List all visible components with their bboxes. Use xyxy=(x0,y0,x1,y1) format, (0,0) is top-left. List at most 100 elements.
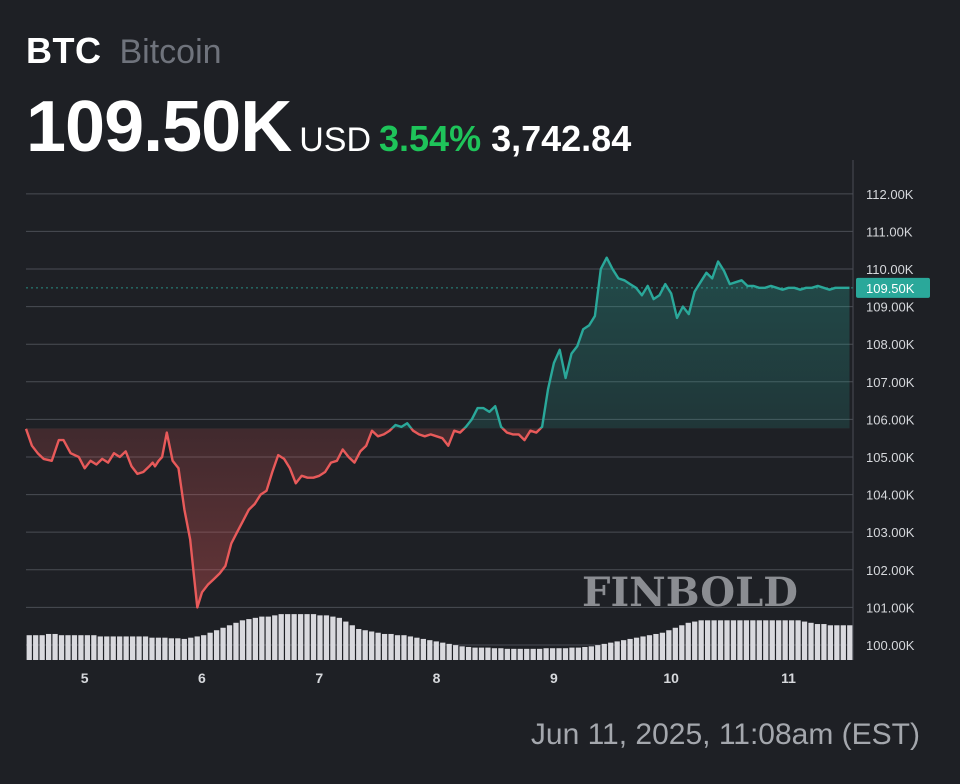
volume-bar xyxy=(491,648,498,660)
volume-bar xyxy=(472,647,478,660)
volume-bar xyxy=(795,620,801,660)
volume-bar xyxy=(414,637,420,660)
x-tick-label: 5 xyxy=(81,670,89,686)
volume-bar xyxy=(808,622,814,660)
volume-bar xyxy=(142,636,149,660)
volume-bar xyxy=(91,635,97,660)
volume-bar xyxy=(175,638,181,660)
volume-bar xyxy=(78,635,84,660)
y-tick-label: 112.00K xyxy=(866,187,914,202)
y-tick-label: 105.00K xyxy=(866,450,915,465)
volume-bar xyxy=(104,636,110,660)
volume-bar xyxy=(427,640,433,660)
volume-bar xyxy=(621,640,627,660)
y-tick-label: 100.00K xyxy=(866,638,915,653)
volume-bar xyxy=(743,620,750,660)
volume-bar xyxy=(246,619,252,660)
volume-bar xyxy=(407,636,414,660)
volume-bar xyxy=(278,614,284,660)
volume-bar xyxy=(633,637,640,660)
volume-bar xyxy=(349,625,355,660)
price-line xyxy=(24,256,850,609)
volume-bar xyxy=(65,635,71,660)
x-tick-label: 8 xyxy=(433,670,441,686)
volume-bar xyxy=(847,625,853,660)
volume-bar xyxy=(704,620,711,660)
volume-bar xyxy=(162,637,168,660)
price-line-down xyxy=(24,428,543,609)
volume-bar xyxy=(310,614,317,660)
y-tick-label: 109.00K xyxy=(866,300,915,315)
volume-bar xyxy=(685,622,691,660)
volume-bar xyxy=(33,635,39,660)
volume-bar xyxy=(26,635,32,660)
price-row: 109.50K USD 3.54% 3,742.84 xyxy=(26,86,631,168)
volume-bar xyxy=(168,638,175,660)
volume-bar xyxy=(194,636,200,660)
volume-bar xyxy=(45,633,52,660)
volume-bar xyxy=(401,635,407,660)
volume-bar xyxy=(711,620,717,660)
volume-bar xyxy=(769,620,775,660)
volume-bar xyxy=(698,620,704,660)
x-tick-label: 9 xyxy=(550,670,558,686)
volume-bar xyxy=(459,646,465,660)
volume-bar xyxy=(265,616,271,660)
volume-bar xyxy=(582,646,588,660)
volume-bar xyxy=(343,621,349,660)
volume-bar xyxy=(801,621,808,660)
area-fill-down xyxy=(26,428,541,608)
volume-bar xyxy=(356,629,362,660)
current-price-marker: 109.50K xyxy=(26,277,930,298)
volume-bar xyxy=(84,635,91,660)
volume-bar xyxy=(627,638,633,660)
volume-bar xyxy=(317,615,323,660)
volume-bar xyxy=(549,648,556,660)
volume-bar xyxy=(52,633,58,660)
volume-bar xyxy=(776,620,782,660)
volume-bar xyxy=(782,620,788,660)
volume-bar xyxy=(530,648,536,660)
y-tick-label: 102.00K xyxy=(866,563,915,578)
volume-bar xyxy=(595,645,601,660)
volume-bar xyxy=(750,620,756,660)
watermark: FINBOLD xyxy=(582,569,798,616)
volume-bar xyxy=(498,648,504,660)
volume-bar xyxy=(433,641,439,660)
volume-bar xyxy=(136,636,142,660)
asset-header: BTC Bitcoin xyxy=(26,30,222,72)
volume-bar xyxy=(110,636,116,660)
volume-bar xyxy=(207,632,213,660)
volume-bar xyxy=(692,621,698,660)
volume-bar xyxy=(827,625,834,660)
volume-bar xyxy=(814,624,821,660)
volume-bar xyxy=(717,620,724,660)
volume-bar xyxy=(304,614,310,660)
currency-label: USD xyxy=(299,121,372,159)
volume-bar xyxy=(640,636,646,660)
volume-bar xyxy=(537,648,543,660)
volume-bar xyxy=(259,616,265,660)
volume-bar xyxy=(569,647,575,660)
volume-bar xyxy=(588,646,594,660)
current-price-label: 109.50K xyxy=(866,281,915,296)
volume-bar xyxy=(672,627,678,660)
volume-bar xyxy=(129,636,136,660)
volume-bar xyxy=(330,616,336,660)
volume-bar xyxy=(188,637,194,660)
volume-bar xyxy=(252,617,258,660)
volume-bar xyxy=(543,648,549,660)
grid-lines xyxy=(26,160,854,660)
volume-bar xyxy=(369,631,375,660)
volume-bar xyxy=(788,620,795,660)
volume-bar xyxy=(608,642,614,660)
volume-bar xyxy=(336,617,342,660)
volume-bar xyxy=(181,638,187,660)
volume-bar xyxy=(149,637,155,660)
volume-bar xyxy=(478,647,485,660)
x-axis-ticks: 5 6 7 8 9 10 11 xyxy=(81,670,796,686)
volume-bar xyxy=(653,633,659,660)
volume-bar xyxy=(446,643,452,660)
volume-bar xyxy=(220,627,226,660)
volume-bar xyxy=(440,642,446,660)
